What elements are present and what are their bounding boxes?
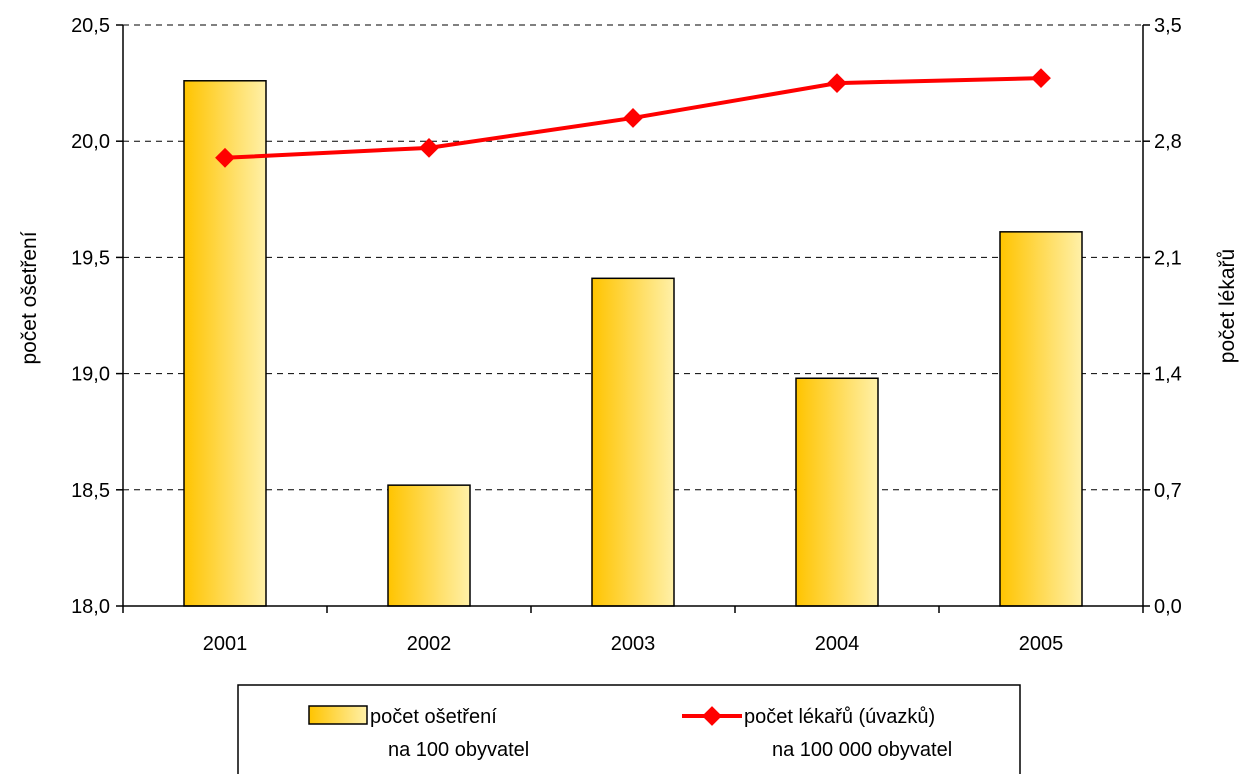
- x-tick-label: 2001: [203, 633, 248, 655]
- line-point-2001: [215, 147, 235, 168]
- x-tick-label: 2002: [407, 633, 452, 655]
- right-tick-label: 0,0: [1154, 596, 1182, 618]
- right-tick-label: 2,1: [1154, 247, 1182, 269]
- left-tick-label: 19,5: [71, 247, 110, 269]
- left-tick-label: 18,5: [71, 480, 110, 502]
- left-tick-label: 18,0: [71, 596, 110, 618]
- right-tick-label: 0,7: [1154, 480, 1182, 502]
- left-axis-title: počet ošetření: [18, 231, 41, 364]
- legend-line-label-line1: počet lékařů (úvazků): [744, 706, 935, 728]
- legend-box: [237, 684, 1021, 774]
- legend-line-label-line2: na 100 000 obyvatel: [772, 739, 952, 761]
- right-tick-label: 2,8: [1154, 131, 1182, 153]
- line-series: [215, 68, 1051, 168]
- left-tick-label: 20,5: [71, 15, 110, 37]
- bar-2003: [591, 277, 675, 607]
- line-point-2003: [623, 108, 643, 128]
- bar-2001: [183, 80, 267, 607]
- right-axis-title: počet lékařů: [1216, 249, 1239, 363]
- line-point-2002: [419, 137, 439, 158]
- legend-line-marker: [702, 706, 722, 726]
- legend-bar-swatch: [308, 705, 368, 725]
- tick-labels: 18,0 18,5 19,0 19,5 20,0 20,5 0,0 0,7 1,4 2,1 2,8 3…: [71, 15, 1182, 655]
- line-point-2004: [827, 73, 847, 93]
- left-tick-label: 19,0: [71, 364, 110, 386]
- right-tick-label: 3,5: [1154, 15, 1182, 37]
- x-tick-label: 2004: [815, 633, 860, 655]
- bar-series: [183, 80, 1083, 607]
- bar-2005: [999, 231, 1083, 607]
- line-point-2005: [1031, 68, 1051, 89]
- legend-bar-label-line1: počet ošetření: [370, 706, 497, 728]
- legend: počet ošetření na 100 obyvatel počet lék…: [237, 684, 1021, 774]
- left-tick-label: 20,0: [71, 131, 110, 153]
- gridlines: [123, 24, 1143, 491]
- x-tick-label: 2005: [1019, 633, 1064, 655]
- right-tick-label: 1,4: [1154, 364, 1182, 386]
- legend-bar-label-line2: na 100 obyvatel: [388, 739, 529, 761]
- bar-2004: [795, 377, 879, 607]
- bar-2002: [387, 484, 471, 607]
- x-tick-label: 2003: [611, 633, 656, 655]
- axes: [116, 24, 1150, 613]
